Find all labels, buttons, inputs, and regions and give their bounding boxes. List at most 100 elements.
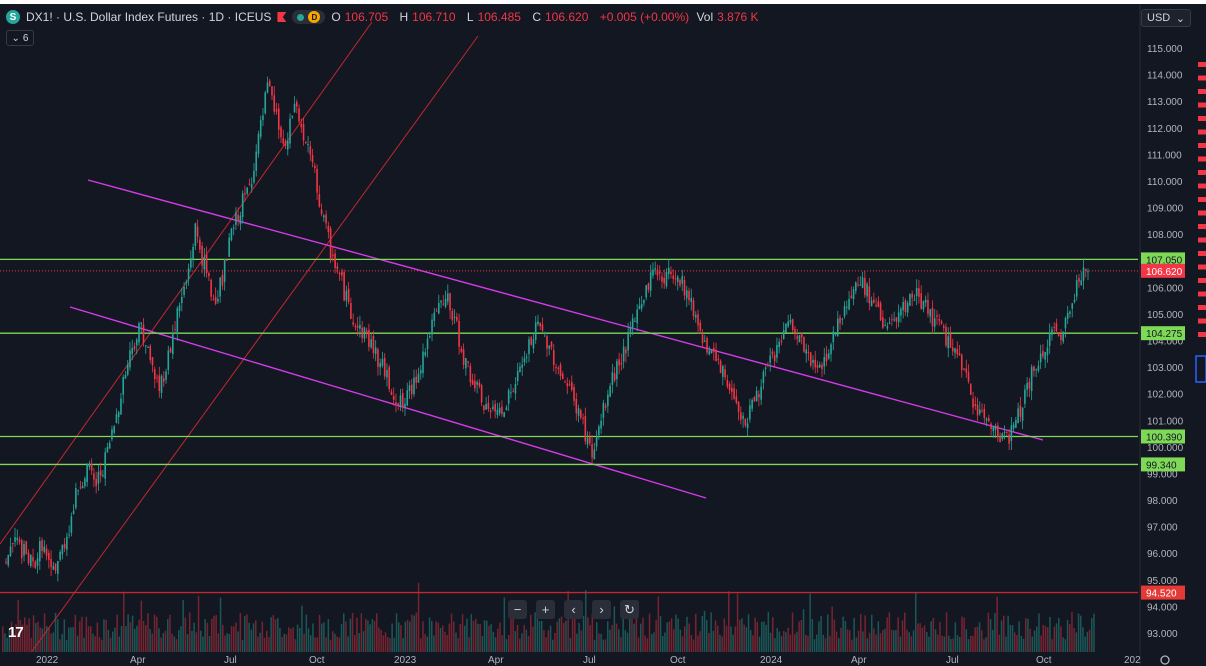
volume-bar [655, 620, 657, 652]
candle-body [717, 358, 720, 360]
volume-bar [976, 626, 979, 652]
volume-bar [2, 626, 4, 652]
candle-body [1030, 367, 1033, 392]
volume-bar [479, 624, 481, 652]
candle-body [93, 473, 95, 480]
candle-body [807, 351, 810, 353]
candle-body [864, 277, 866, 296]
settings-icon[interactable] [1160, 655, 1170, 665]
candle-body [9, 546, 12, 557]
volume-bar [103, 619, 105, 652]
volume-bar [277, 618, 279, 652]
volume-bar [574, 618, 576, 652]
volume-bar [560, 616, 563, 652]
candle-body [552, 350, 555, 365]
volume-bar [675, 614, 677, 652]
volume-bar [30, 637, 33, 652]
candle-body [501, 406, 503, 414]
time-axis[interactable] [0, 652, 1140, 666]
chart-area[interactable]: 115.000 114.000 113.000 112.000 111.000 110.0… [0, 4, 1206, 666]
volume-bar [541, 621, 543, 652]
scroll-right-button[interactable]: › [592, 600, 611, 619]
volume-bar [136, 625, 138, 652]
volume-bar [1060, 626, 1062, 652]
volume-bar [120, 626, 123, 652]
candle-body [936, 315, 938, 317]
zoom-out-button[interactable]: − [508, 600, 527, 619]
flag-icon[interactable] [277, 12, 287, 22]
candle-body [528, 339, 530, 354]
candle-body [654, 268, 656, 270]
volume-bar [754, 617, 756, 652]
candle-body [248, 183, 251, 185]
candle-body [284, 141, 287, 146]
candle-body [84, 478, 86, 487]
candle-body [859, 284, 862, 286]
volume-bar [327, 619, 330, 652]
level-label: 100.390 [1146, 432, 1183, 443]
volume-bar [1027, 618, 1029, 652]
volume-bar [380, 629, 382, 652]
volume-bar [222, 624, 224, 652]
zoom-in-button[interactable]: + [536, 600, 555, 619]
candle-body [327, 225, 330, 232]
volume-bar [101, 639, 103, 652]
candle-body [262, 115, 264, 120]
volume-bar [329, 639, 332, 652]
channel-line[interactable] [69, 306, 707, 499]
reset-button[interactable]: ↻ [620, 600, 639, 619]
candle-body [884, 325, 886, 327]
volume-bar [783, 631, 785, 652]
candle-body [776, 344, 778, 358]
scroll-left-button[interactable]: ‹ [564, 600, 583, 619]
candle-body [487, 402, 490, 409]
market-status[interactable]: D [292, 10, 326, 24]
volume-bar [992, 629, 994, 652]
volume-bar [1086, 631, 1089, 652]
channel-line[interactable] [87, 179, 1044, 441]
volume-bar [549, 625, 552, 652]
channel-line[interactable] [29, 35, 479, 655]
volume-bar [24, 617, 26, 652]
candle-body [203, 257, 206, 270]
volume-bar [173, 636, 176, 652]
volume-bar [954, 622, 957, 652]
volume-bar [547, 630, 550, 652]
chevron-down-icon: ⌄ [1175, 12, 1185, 25]
candle-body [958, 353, 961, 356]
volume-bar [107, 629, 110, 652]
candle-body [753, 397, 756, 402]
volume-bar [805, 634, 807, 652]
volume-bar [679, 629, 682, 652]
volume-bar [1007, 615, 1009, 652]
volume-bar [52, 632, 55, 652]
candle-body [685, 290, 688, 299]
volume-bar [626, 632, 629, 652]
symbol-title[interactable]: DX1! · U.S. Dollar Index Futures · 1D · … [26, 10, 272, 24]
volume-bar [65, 639, 68, 652]
candle-body [401, 392, 404, 408]
candle-body [390, 391, 393, 395]
candle-body [676, 276, 679, 283]
volume-bar [83, 637, 85, 652]
scale-highlight [1195, 355, 1206, 383]
level-label-box [1141, 326, 1185, 341]
candle-body [419, 370, 422, 374]
candle-body [1017, 408, 1019, 424]
candle-body [965, 368, 968, 373]
volume-bar [840, 627, 842, 652]
volume-bar [72, 626, 74, 652]
price-chart[interactable]: 115.000 114.000 113.000 112.000 111.000 110.0… [0, 4, 1206, 666]
candle-body [877, 301, 880, 307]
chart-header: S DX1! · U.S. Dollar Index Futures · 1D … [6, 10, 767, 24]
candle-body [830, 344, 832, 355]
volume-bar [708, 633, 710, 652]
volume-bar [294, 639, 297, 652]
candle-body [555, 366, 557, 368]
volume-bar [98, 636, 101, 652]
volume-label: Vol [696, 10, 714, 24]
currency-select[interactable]: USD ⌄ [1141, 9, 1191, 27]
volume-bar [197, 595, 200, 652]
volume-bar [450, 613, 453, 652]
indicators-toggle-button[interactable]: ⌄ 6 [6, 30, 34, 46]
